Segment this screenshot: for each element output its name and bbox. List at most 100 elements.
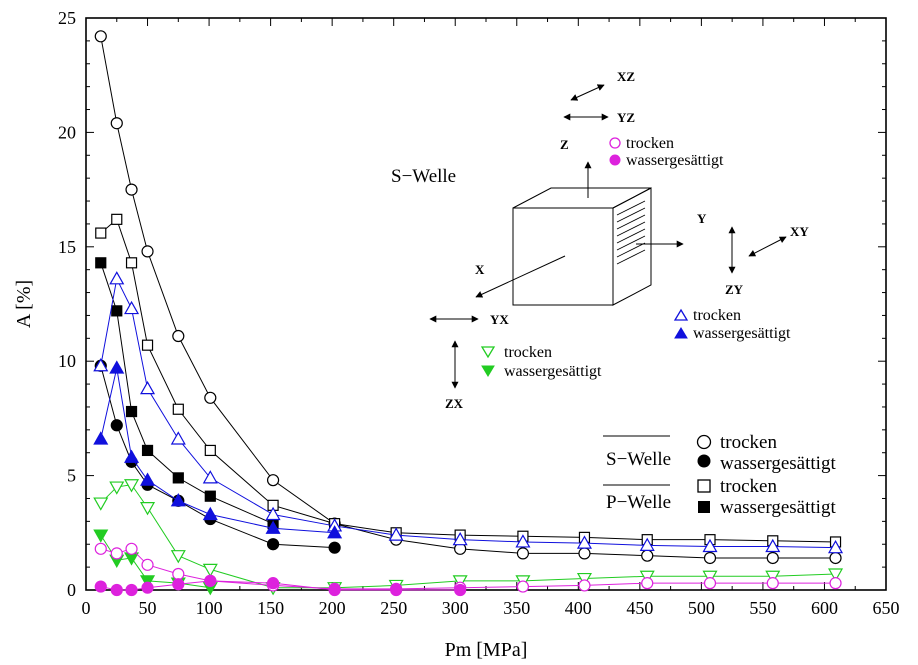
series-line (100, 36, 836, 559)
series-line (100, 365, 335, 549)
data-point (111, 305, 123, 317)
series-line (100, 277, 836, 549)
data-point (454, 583, 467, 597)
data-point (141, 245, 154, 258)
data-point (328, 541, 341, 554)
x-tick-label: 300 (442, 598, 469, 618)
series-layer (93, 30, 844, 597)
data-point (140, 472, 156, 486)
green-legend: trocken wassergesättigt (480, 344, 602, 380)
data-point (95, 227, 107, 239)
data-point (828, 568, 844, 582)
data-point (516, 580, 530, 593)
label-yx: YX (490, 312, 509, 327)
series-line (100, 548, 836, 590)
data-point (125, 183, 138, 196)
data-point (110, 547, 123, 560)
label-xy: XY (790, 224, 809, 239)
series (95, 257, 279, 530)
data-point (141, 339, 154, 351)
series (93, 360, 343, 539)
data-point (766, 577, 779, 590)
y-tick-label: 10 (58, 351, 76, 371)
x-tick-label: 500 (688, 598, 715, 618)
series-line (100, 218, 836, 543)
data-point (141, 581, 154, 594)
data-point (265, 520, 281, 534)
data-point (828, 539, 844, 554)
x-tick-label: 50 (139, 598, 157, 618)
data-point (125, 257, 138, 269)
blue-dry-label: trocken (693, 307, 741, 324)
label-x: X (475, 262, 485, 277)
y-tick-label: 20 (58, 122, 76, 142)
x-tick-label: 200 (319, 598, 346, 618)
data-point (93, 358, 109, 372)
cube-side-hatching (616, 200, 646, 265)
x-arrow (475, 255, 566, 298)
data-point (93, 497, 109, 511)
data-point (125, 583, 138, 597)
data-point (204, 490, 216, 502)
data-point (266, 474, 280, 487)
data-point (172, 578, 185, 591)
y-tick-label: 15 (58, 237, 76, 257)
data-point (702, 538, 718, 553)
data-point (266, 538, 280, 551)
x-tick-label: 150 (257, 598, 284, 618)
green-open-marker (480, 346, 496, 359)
x-tick-label: 450 (626, 598, 653, 618)
x-tick-label: 0 (82, 598, 91, 618)
cube-arrows (429, 84, 787, 389)
data-point (703, 577, 717, 590)
legend-p-filled-marker (698, 501, 710, 513)
data-point (125, 405, 138, 418)
data-point (109, 481, 125, 495)
legend-p-welle-label: P−Welle (606, 492, 671, 513)
data-point (140, 502, 156, 516)
legend-p-wet-label: wassergesättigt (720, 497, 836, 518)
magenta-legend: trocken wassergesättigt (609, 135, 724, 169)
blue-filled-marker (674, 327, 688, 339)
series-line (100, 367, 335, 534)
data-point (94, 542, 107, 555)
data-point (110, 583, 123, 597)
legend-s-open-marker (696, 434, 712, 450)
legend-s-welle-label: S−Welle (606, 449, 671, 470)
green-dry-label: trocken (504, 344, 552, 361)
data-point (170, 493, 186, 507)
label-z: Z (560, 137, 569, 152)
x-tick-label: 650 (873, 598, 900, 618)
data-point (516, 547, 530, 560)
magenta-filled-marker (609, 154, 621, 166)
data-point (93, 529, 109, 543)
legend-p-open-marker (697, 479, 711, 493)
series-line (100, 484, 836, 589)
data-point (639, 570, 655, 584)
series (94, 574, 467, 597)
data-point (141, 558, 154, 571)
data-point (327, 525, 343, 539)
x-tick-label: 100 (196, 598, 223, 618)
legend-p-dry-label: trocken (720, 476, 777, 497)
magenta-wet-label: wassergesättigt (626, 152, 724, 169)
xz-arrow (570, 84, 605, 101)
data-point (94, 30, 107, 43)
legend-s-filled-marker (697, 454, 711, 468)
series-line (100, 580, 461, 591)
y-tick-label: 0 (67, 580, 76, 600)
data-point (266, 577, 280, 590)
cube-side (612, 187, 652, 306)
data-point (140, 380, 156, 395)
data-point (204, 444, 216, 457)
green-filled-marker (481, 365, 495, 377)
data-point (94, 580, 107, 593)
main-legend: S−Welle trocken wassergesättigt P−Welle … (603, 432, 836, 518)
data-point (703, 551, 717, 565)
y-axis-title: A [%] (13, 280, 35, 328)
blue-legend: trocken wassergesättigt (673, 307, 791, 342)
label-zy: ZY (725, 282, 744, 297)
data-point (702, 570, 718, 584)
data-point (515, 534, 531, 548)
series-line (100, 262, 274, 525)
